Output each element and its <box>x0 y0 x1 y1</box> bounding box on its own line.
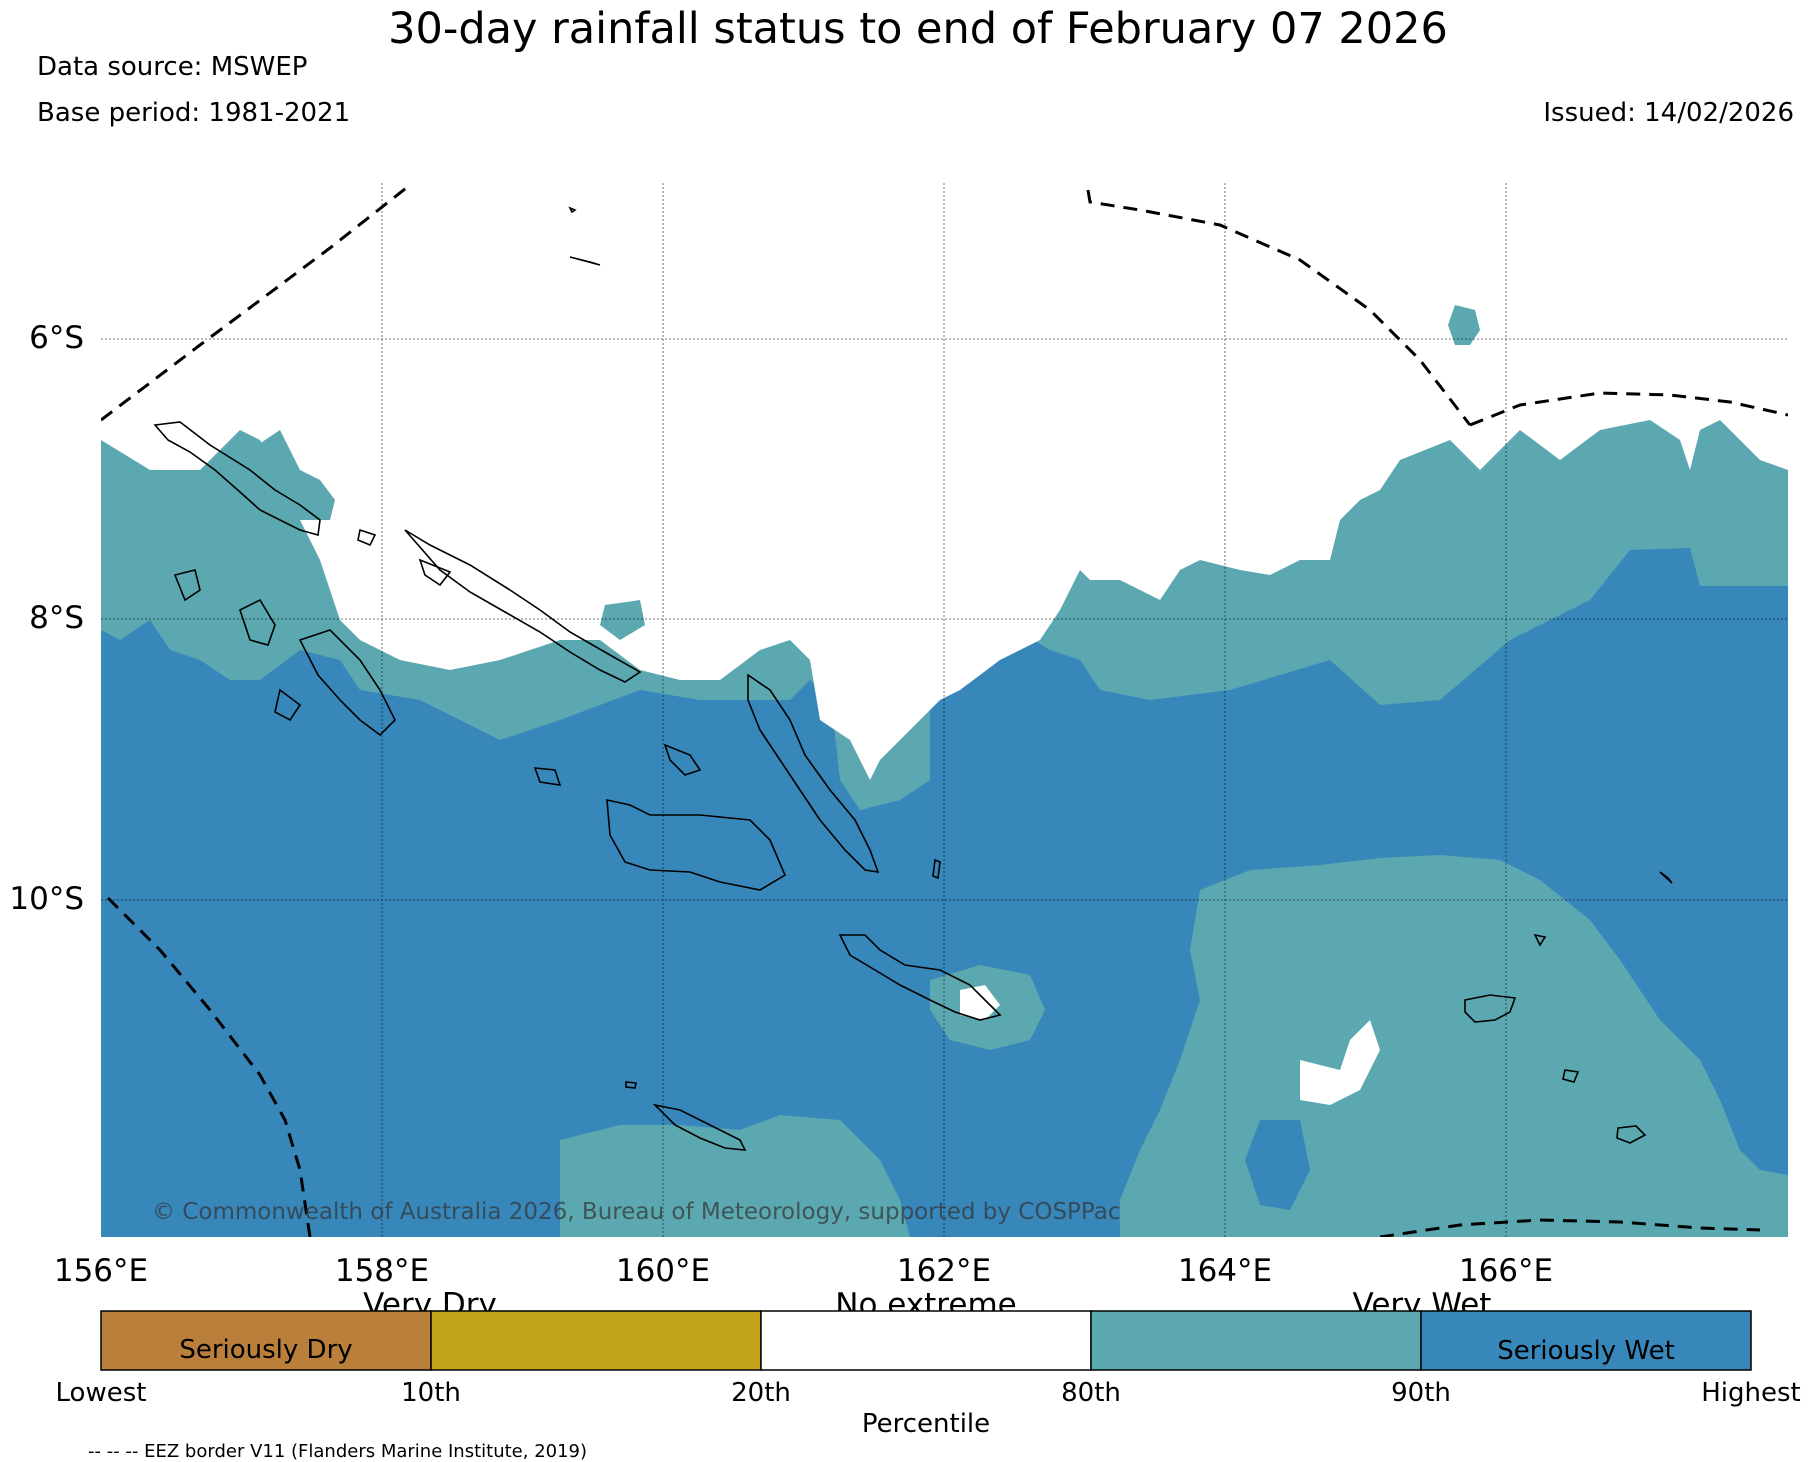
lon-tick-156e: 156°E <box>54 1253 148 1289</box>
colorbar-segment-very-dry <box>430 1310 762 1371</box>
lat-tick-10s: 10°S <box>9 881 84 917</box>
seriously-wet-patch-se <box>1245 1120 1310 1210</box>
choiseul-island <box>404 529 642 683</box>
ulawa-island <box>932 858 941 880</box>
lon-tick-162e: 162°E <box>897 1253 991 1289</box>
colorbar-text-seriously-dry: Seriously Dry <box>179 1335 352 1365</box>
new-georgia-group <box>239 598 396 737</box>
guadalcanal-island <box>606 798 787 891</box>
very-wet-patch-nw <box>250 430 335 520</box>
no-extreme-patch-se <box>1300 1020 1380 1105</box>
bougainville-island <box>153 421 321 537</box>
lon-tick-158e: 158°E <box>335 1253 429 1289</box>
lon-tick-166e: 166°E <box>1459 1253 1553 1289</box>
graticule <box>101 183 1788 1237</box>
colorbar-segment-seriously-dry <box>100 1310 432 1371</box>
colorbar-segment-seriously-wet <box>1420 1310 1752 1371</box>
no-extreme-region-north <box>101 183 1788 780</box>
colorbar-tick-80th: 80th <box>1061 1378 1121 1408</box>
colorbar <box>100 1310 1752 1371</box>
base-period-label: Base period: 1981-2021 <box>37 98 351 128</box>
very-wet-region-southwest <box>560 1115 910 1237</box>
bougainville-small <box>357 528 377 547</box>
no-extreme-patch-162e <box>960 985 1000 1020</box>
data-source-label: Data source: MSWEP <box>37 52 308 82</box>
lon-tick-164e: 164°E <box>1178 1253 1272 1289</box>
colorbar-segment-very-wet <box>1090 1310 1422 1371</box>
very-wet-patch-small <box>600 600 645 640</box>
lat-tick-8s: 8°S <box>29 600 84 636</box>
ontong-java-atoll <box>568 206 601 266</box>
coastlines <box>153 206 1673 1151</box>
map-title: 30-day rainfall status to end of Februar… <box>388 4 1448 54</box>
copyright-notice: © Commonwealth of Australia 2026, Bureau… <box>152 1199 1121 1225</box>
santa-isabel-island <box>418 558 452 587</box>
santa-isabel-long <box>747 673 880 873</box>
lon-tick-160e: 160°E <box>616 1253 710 1289</box>
colorbar-tick-20th: 20th <box>731 1378 791 1408</box>
colorbar-axis-label: Percentile <box>862 1409 990 1439</box>
santa-cruz-islands <box>1464 994 1647 1144</box>
map-plot-area: © Commonwealth of Australia 2026, Bureau… <box>101 183 1788 1237</box>
florida-islands <box>663 743 702 776</box>
issued-date-label: Issued: 14/02/2026 <box>1543 98 1794 128</box>
very-wet-patch-ne <box>1448 305 1480 345</box>
colorbar-segment-no-extreme <box>760 1310 1092 1371</box>
reef-islands <box>1533 871 1673 947</box>
eez-legend: -- -- -- EEZ border V11 (Flanders Marine… <box>88 1441 588 1462</box>
russell-island <box>533 767 562 786</box>
shortland-islands <box>173 569 201 602</box>
colorbar-tick-lowest: Lowest <box>56 1378 147 1408</box>
malaita-island <box>838 934 1002 1021</box>
colorbar-tick-10th: 10th <box>401 1378 461 1408</box>
lat-tick-6s: 6°S <box>29 320 84 356</box>
eez-borders <box>101 183 1788 1237</box>
colorbar-text-seriously-wet: Seriously Wet <box>1497 1336 1675 1366</box>
rennell-island <box>652 1103 747 1151</box>
bellona-island <box>625 1081 637 1089</box>
colorbar-tick-90th: 90th <box>1391 1378 1451 1408</box>
colorbar-tick-highest: Highest <box>1701 1378 1801 1408</box>
